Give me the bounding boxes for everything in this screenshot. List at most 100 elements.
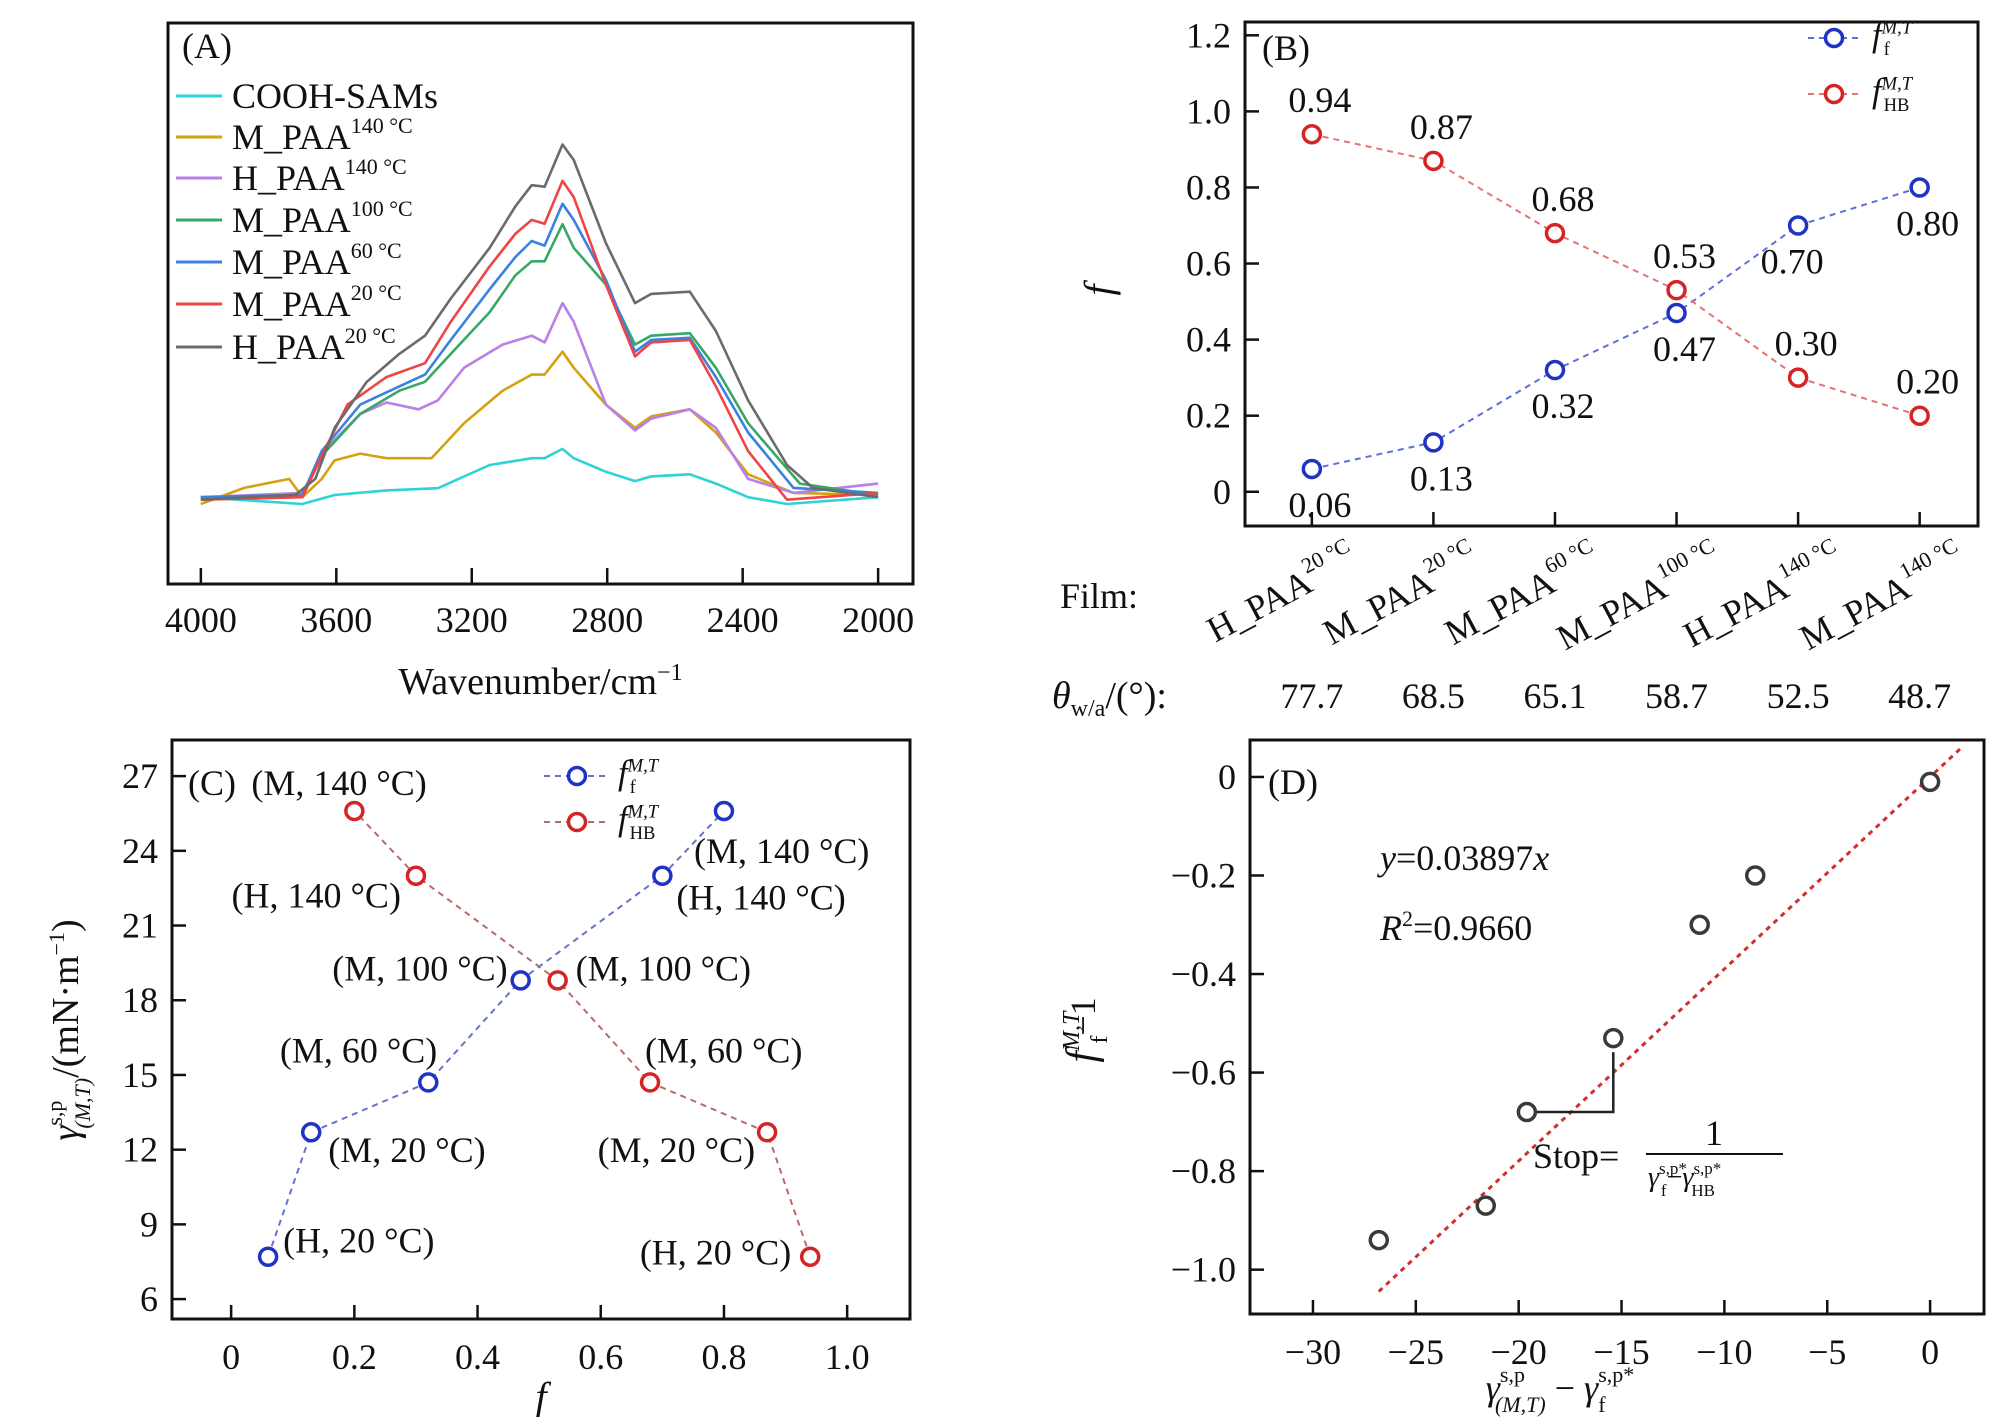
x-tick-label: 0.8 bbox=[701, 1337, 746, 1377]
data-label: (M, 140 °C) bbox=[694, 831, 869, 871]
legend-marker bbox=[1823, 27, 1845, 49]
data-label: (H, 20 °C) bbox=[640, 1233, 791, 1273]
legend-name: H_PAA bbox=[232, 327, 345, 367]
data-point bbox=[1516, 1101, 1538, 1123]
x-tick-label: 0 bbox=[222, 1337, 240, 1377]
slope-bracket bbox=[1526, 1052, 1615, 1114]
data-label: 0.80 bbox=[1896, 203, 1959, 243]
x-tick-label: 2800 bbox=[571, 600, 643, 640]
r-squared: R2=0.9660 bbox=[1379, 906, 1532, 948]
panel-label: (A) bbox=[182, 26, 232, 66]
legend-label-sup: M,T bbox=[1881, 17, 1914, 38]
legend-entry: fM,T f bbox=[544, 754, 660, 798]
den-sub1: f bbox=[1661, 1181, 1667, 1200]
data-label: 0.06 bbox=[1288, 485, 1351, 525]
data-point bbox=[1301, 123, 1323, 145]
y-tick-label: 0.6 bbox=[1186, 244, 1231, 284]
legend-sup: 60 °C bbox=[351, 238, 402, 263]
y-tick-label: −0.8 bbox=[1171, 1151, 1236, 1191]
legend-entry: fM,T f bbox=[1808, 16, 1914, 60]
data-label: (M, 100 °C) bbox=[332, 948, 507, 988]
fraction-denominator: γs,p* f−γs,p* HB bbox=[1648, 1159, 1721, 1200]
legend-sup: 140 °C bbox=[345, 154, 407, 179]
data-label: (H, 140 °C) bbox=[676, 878, 845, 918]
legend-label: H_PAA140 °C bbox=[232, 154, 407, 198]
legend-sup: 140 °C bbox=[351, 113, 413, 138]
y-tick-label: −1.0 bbox=[1171, 1250, 1236, 1290]
spectrum-line-3 bbox=[200, 222, 879, 499]
legend-entry: M_PAA20 °C bbox=[176, 280, 402, 324]
y-tick-label: −0.4 bbox=[1171, 954, 1236, 994]
legend-entry: COOH-SAMs bbox=[176, 76, 438, 116]
contact-angle-value: 68.5 bbox=[1402, 676, 1465, 716]
panel-d-linear-fit-plot: −1.0 −0.8 −0.6 −0.4 −0.2 0 −30 −25 −20 −15 −10 −5 0 γ… bbox=[1059, 738, 1986, 1417]
x-tick-label: 4000 bbox=[165, 600, 237, 640]
legend-label: H_PAA20 °C bbox=[232, 323, 396, 367]
panel-b-fraction-plot: 00.20.40.60.81.01.2H_PAA20 °C77.7M_PAA20… bbox=[1052, 15, 1980, 722]
data-point bbox=[257, 1246, 279, 1267]
legend-entry: M_PAA100 °C bbox=[176, 196, 413, 240]
r2-r: R bbox=[1379, 908, 1402, 948]
series-1: 0.94 0.87 0.68 0.53 0.30 0.20 bbox=[1288, 80, 1959, 426]
legend-entry: M_PAA140 °C bbox=[176, 113, 413, 157]
spectrum-line-6 bbox=[200, 143, 879, 501]
x-tick-label: 3200 bbox=[436, 600, 508, 640]
data-point bbox=[344, 800, 365, 822]
series-line bbox=[1311, 133, 1920, 417]
x-tick-label: 0.4 bbox=[455, 1337, 500, 1377]
y-tick-label: 0.8 bbox=[1186, 167, 1231, 207]
x-tick-label: 0.2 bbox=[332, 1337, 377, 1377]
spectrum-line-0 bbox=[200, 447, 879, 506]
legend-marker bbox=[566, 811, 588, 833]
den-minus: − bbox=[1667, 1162, 1683, 1193]
legend-label-sub: HB bbox=[1884, 95, 1910, 116]
data-label: 0.30 bbox=[1775, 324, 1838, 364]
series-1: (H, 20 °C) (M, 20 °C) (M, 60 °C) (M, 100 °C… bbox=[232, 763, 821, 1273]
y-tick-label: 24 bbox=[122, 831, 158, 871]
y-tick-label: −0.2 bbox=[1171, 855, 1236, 895]
data-label: 0.94 bbox=[1288, 80, 1351, 120]
legend-label: fM,T HB bbox=[1872, 72, 1914, 116]
eq-y: y bbox=[1377, 838, 1396, 878]
legend-label: fM,T f bbox=[1872, 16, 1914, 60]
ylabel-unit: /(mN·m bbox=[45, 955, 87, 1077]
legend-entry: fM,T HB bbox=[1808, 72, 1914, 116]
panel-label: (C) bbox=[188, 763, 236, 803]
data-label: (M, 60 °C) bbox=[280, 1030, 437, 1070]
legend-entry: M_PAA60 °C bbox=[176, 238, 402, 282]
legend-marker bbox=[1823, 83, 1845, 105]
contact-angle-value: 52.5 bbox=[1767, 676, 1830, 716]
fit-equation: y=0.03897x bbox=[1377, 838, 1549, 878]
data-point bbox=[1544, 222, 1566, 244]
film-name: M_PAA bbox=[1317, 562, 1441, 653]
den-sup1: s,p* bbox=[1659, 1159, 1687, 1178]
legend-label: M_PAA100 °C bbox=[232, 196, 413, 240]
contact-angle-value: 48.7 bbox=[1888, 676, 1951, 716]
panel-c-surface-energy-plot: 6 9 12 15 18 21 24 27 0 0.2 0.4 0.6 0.8 1.0 f γs,p (M,T)… bbox=[42, 738, 912, 1417]
data-point bbox=[1787, 215, 1809, 236]
xlabel-sub2: f bbox=[1598, 1392, 1606, 1417]
x-tick-label: 3600 bbox=[300, 600, 372, 640]
film-name: M_PAA bbox=[1438, 562, 1562, 653]
data-label: (H, 140 °C) bbox=[232, 876, 401, 916]
r2-sup: 2 bbox=[1402, 906, 1413, 931]
film-temp-sup: 100 °C bbox=[1652, 532, 1718, 583]
fraction-numerator: 1 bbox=[1705, 1113, 1723, 1153]
x-axis-label: Wavenumber/cm−1 bbox=[398, 660, 682, 703]
legend-name: M_PAA bbox=[232, 117, 351, 157]
legend-label-sup: M,T bbox=[627, 755, 660, 776]
den-sup2: s,p* bbox=[1693, 1159, 1721, 1178]
xlabel-gamma1: γ bbox=[1486, 1368, 1501, 1408]
film-temp-sup: 60 °C bbox=[1540, 532, 1597, 578]
x-tick-label: 0.6 bbox=[578, 1337, 623, 1377]
y-tick-label: 1.0 bbox=[1186, 91, 1231, 131]
data-point bbox=[639, 1072, 661, 1093]
data-point bbox=[1666, 302, 1687, 324]
legend-label-sub: f bbox=[630, 777, 637, 798]
ylabel-sup: M,T bbox=[1059, 1010, 1085, 1052]
x-tick-label: 0 bbox=[1921, 1332, 1939, 1372]
contact-angle-value: 58.7 bbox=[1645, 676, 1708, 716]
spectrum-line-5 bbox=[200, 179, 879, 501]
xlabel-sub1: (M,T) bbox=[1495, 1392, 1546, 1417]
y-tick-label: 6 bbox=[140, 1279, 158, 1319]
